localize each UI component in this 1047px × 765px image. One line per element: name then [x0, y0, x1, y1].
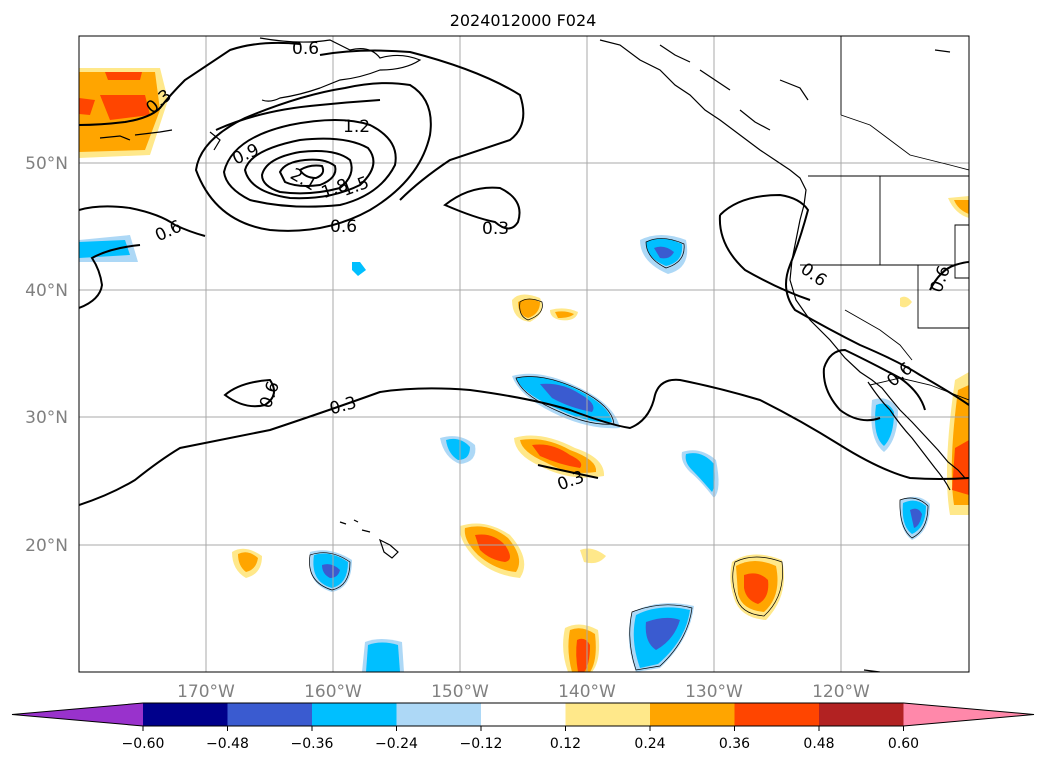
- lon-label: 120°W: [812, 682, 870, 702]
- colorbar-tick-label: 0.48: [803, 736, 834, 752]
- fill-outlines: [309, 238, 929, 671]
- colorbar-tick-label: −0.36: [291, 736, 334, 752]
- graticule: [79, 36, 969, 672]
- colorbar-segment: [481, 703, 566, 726]
- contour-label: 0.6: [292, 39, 319, 59]
- colorbar-segment: [143, 703, 228, 726]
- political-borders: [800, 36, 969, 401]
- colorbar-tick-label: 0.24: [634, 736, 665, 752]
- colorbar-tick-label: 0.36: [719, 736, 750, 752]
- contour-label: 0.3: [482, 219, 509, 239]
- longitude-labels: 170°W 160°W 150°W 140°W 130°W 120°W: [177, 682, 870, 702]
- negative-anomaly-fills: [79, 235, 930, 672]
- contour-lines: [79, 41, 969, 506]
- colorbar: −0.60 −0.48 −0.36 −0.24 −0.12 0.12 0.24 0.36 0.4…: [11, 702, 1035, 752]
- lon-label: 150°W: [431, 682, 489, 702]
- colorbar-tick-label: −0.48: [206, 736, 249, 752]
- colorbar-tick-label: −0.24: [375, 736, 418, 752]
- colorbar-segment: [734, 703, 820, 726]
- positive-anomaly-fills: [79, 68, 969, 672]
- colorbar-tick-label: 0.12: [550, 736, 581, 752]
- colorbar-segment: [312, 703, 397, 726]
- colorbar-segment: [396, 703, 482, 726]
- lat-label: 40°N: [25, 281, 68, 301]
- map-title: 2024012000 F024: [450, 11, 597, 30]
- lon-label: 130°W: [685, 682, 743, 702]
- colorbar-segment: [227, 703, 313, 726]
- colorbar-tick-label: −0.60: [122, 736, 165, 752]
- colorbar-segment: [565, 703, 651, 726]
- map-frame: [78, 35, 970, 673]
- coastlines: [99, 37, 966, 672]
- lat-label: 20°N: [25, 536, 68, 556]
- colorbar-segment: [819, 703, 904, 726]
- lat-label: 50°N: [25, 154, 68, 174]
- colorbar-tick-label: 0.60: [888, 736, 919, 752]
- colorbar-extend-low: [12, 703, 143, 726]
- colorbar-segment: [650, 703, 735, 726]
- lon-label: 160°W: [304, 682, 362, 702]
- lon-label: 140°W: [558, 682, 616, 702]
- colorbar-extend-high: [903, 703, 1034, 726]
- latitude-labels: 50°N 40°N 30°N 20°N: [25, 154, 68, 556]
- map-panel: [78, 35, 970, 673]
- contour-labels: 0.6 0.3 0.9 1.2 2.1 1.8 1.5 0.6 0.3 0.6 …: [142, 39, 955, 495]
- contour-label: 1.2: [343, 117, 370, 137]
- lon-label: 170°W: [177, 682, 235, 702]
- lat-label: 30°N: [25, 408, 68, 428]
- contour-label: 0.6: [330, 217, 357, 237]
- colorbar-tick-label: −0.12: [460, 736, 503, 752]
